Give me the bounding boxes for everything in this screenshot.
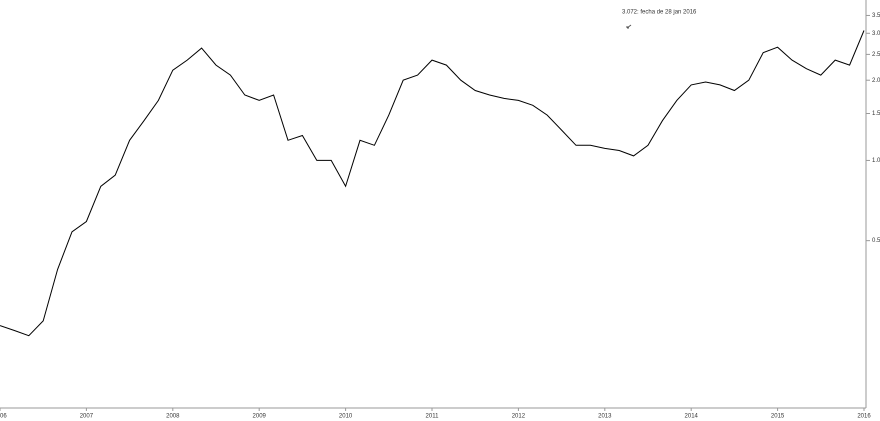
- y-tick-label: 2.5: [872, 52, 880, 58]
- price-line: [0, 30, 865, 337]
- x-tick-label: 2015: [771, 414, 785, 420]
- annotation: 3.072: fecha de 28 jan 2016: [622, 10, 697, 16]
- x-tick-label: 2012: [512, 414, 526, 420]
- annotation-arrow: [626, 24, 632, 29]
- x-tick-label: 2016: [857, 414, 871, 420]
- y-tick-label: 3.0: [872, 31, 880, 37]
- x-tick-label: 2007: [80, 414, 94, 420]
- x-tick-label: 2008: [166, 414, 180, 420]
- y-tick-label: 1.0: [872, 158, 880, 164]
- x-tick-label: 2010: [339, 414, 353, 420]
- y-tick-label: 1.5: [872, 111, 880, 117]
- y-tick-label: 2.0: [872, 78, 880, 84]
- x-tick-label: 2011: [426, 414, 440, 420]
- y-tick-label: 0.5: [872, 238, 880, 244]
- x-tick-label: 2014: [685, 414, 699, 420]
- x-tick-label: 2009: [253, 414, 267, 420]
- y-tick-label: 3.5: [872, 13, 880, 19]
- x-tick-label: 2006: [0, 414, 7, 420]
- x-tick-label: 2013: [598, 414, 612, 420]
